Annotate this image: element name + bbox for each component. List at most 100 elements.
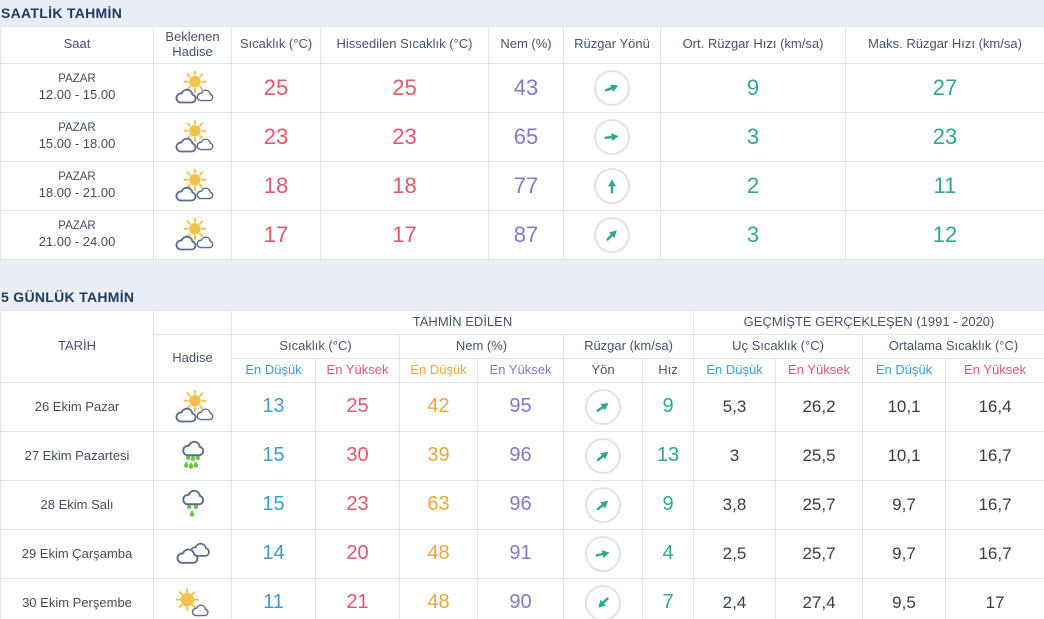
temperature-value: 23 [231, 111, 321, 162]
partly-cloudy-icon [170, 218, 216, 251]
wind-speed-value: 9 [642, 381, 694, 432]
temperature-value: 25 [231, 62, 321, 113]
cloudy-icon [170, 537, 216, 570]
avg-wind-value: 9 [660, 62, 846, 113]
temperature-value: 17 [231, 209, 321, 260]
weather-icon-cell [153, 577, 232, 619]
average-min-value: 9,7 [862, 528, 946, 579]
avg-wind-value: 3 [660, 111, 846, 162]
time-range-label: 15.00 - 18.00 [38, 135, 116, 151]
wind-direction-cell [563, 430, 643, 481]
daily-row: 27 Ekim Pazartesi 15 30 39 96 13 3 25,5 … [0, 430, 1044, 481]
column-header-tarih: TARİH [0, 309, 154, 383]
time-range-label: 21.00 - 24.00 [38, 233, 116, 249]
average-max-value: 16,7 [944, 430, 1044, 481]
column-header-avg-min: En Düşük [862, 357, 946, 383]
temp-min-value: 13 [231, 381, 316, 432]
column-header-beklenen-hadise: Beklenen Hadise [153, 26, 232, 64]
time-range-label: 12.00 - 15.00 [38, 86, 116, 102]
extreme-max-value: 25,7 [775, 479, 863, 530]
date-cell: 30 Ekim Perşembe [0, 577, 154, 619]
average-min-value: 10,1 [862, 381, 946, 432]
weather-icon-cell [153, 528, 232, 579]
temp-max-value: 20 [315, 528, 400, 579]
extreme-min-value: 2,4 [693, 577, 776, 619]
avg-wind-value: 3 [660, 209, 846, 260]
wind-direction-cell [563, 209, 661, 260]
hourly-table-header: Saat Beklenen Hadise Sıcaklık (°C) Hisse… [0, 26, 1044, 64]
wind-direction-icon [594, 167, 630, 204]
max-wind-value: 12 [845, 209, 1044, 260]
light-rain-icon [170, 488, 216, 521]
wind-direction-icon [585, 584, 621, 619]
humidity-max-value: 90 [477, 577, 564, 619]
temp-max-value: 30 [315, 430, 400, 481]
wind-direction-icon [585, 486, 621, 523]
feels-like-value: 23 [320, 111, 489, 162]
hourly-row: PAZAR 12.00 - 15.00 25 25 43 9 27 [0, 62, 1044, 113]
wind-direction-icon [594, 216, 630, 253]
partly-cloudy-icon [170, 120, 216, 153]
wind-speed-value: 9 [642, 479, 694, 530]
wind-speed-value: 4 [642, 528, 694, 579]
column-header-hum-min: En Düşük [399, 357, 478, 383]
daily-forecast-section: 5 GÜNLÜK TAHMİN TARİH TAHMİN EDİLEN GEÇM… [0, 284, 1044, 619]
partly-cloudy-icon [170, 71, 216, 104]
rainy-icon [170, 439, 216, 472]
column-header-ext-max: En Yüksek [775, 357, 863, 383]
column-header-yon: Yön [563, 357, 643, 383]
column-header-nem: Nem (%) [488, 26, 564, 64]
temp-min-value: 11 [231, 577, 316, 619]
weather-icon-cell [153, 111, 232, 162]
hourly-forecast-section: SAATLİK TAHMİN Saat Beklenen Hadise Sıca… [0, 0, 1044, 260]
humidity-max-value: 95 [477, 381, 564, 432]
average-min-value: 9,5 [862, 577, 946, 619]
column-header-hissedilen-sicaklik: Hissedilen Sıcaklık (°C) [320, 26, 489, 64]
humidity-min-value: 42 [399, 381, 478, 432]
humidity-min-value: 39 [399, 430, 478, 481]
wind-direction-cell [563, 111, 661, 162]
humidity-max-value: 96 [477, 430, 564, 481]
weather-icon-cell [153, 430, 232, 481]
daily-row: 26 Ekim Pazar 13 25 42 95 9 5,3 26,2 10,… [0, 381, 1044, 432]
extreme-max-value: 26,2 [775, 381, 863, 432]
day-label: PAZAR [58, 170, 96, 183]
group-header-gecmiste-gerceklesen: GEÇMİŞTE GERÇEKLEŞEN (1991 - 2020) [692, 309, 1044, 335]
hourly-row: PAZAR 18.00 - 21.00 18 18 77 2 11 [0, 160, 1044, 211]
daily-row: 28 Ekim Salı 15 23 63 96 9 3,8 25,7 9,7 … [0, 479, 1044, 530]
group-header-ortalama-sicaklik: Ortalama Sıcaklık (°C) [861, 333, 1044, 359]
wind-direction-cell [563, 577, 643, 619]
feels-like-value: 17 [320, 209, 489, 260]
wind-direction-cell [563, 479, 643, 530]
group-header-tahmin-edilen: TAHMİN EDİLEN [231, 309, 694, 335]
empty-header-cell [153, 309, 232, 335]
partly-cloudy-icon [170, 169, 216, 202]
humidity-value: 77 [488, 160, 564, 211]
hourly-row: PAZAR 15.00 - 18.00 23 23 65 3 23 [0, 111, 1044, 162]
weather-icon-cell [153, 160, 232, 211]
day-label: PAZAR [58, 219, 96, 232]
hourly-forecast-title: SAATLİK TAHMİN [1, 5, 123, 21]
time-range-cell: PAZAR 18.00 - 21.00 [0, 160, 154, 211]
temp-min-value: 15 [231, 479, 316, 530]
column-header-temp-max: En Yüksek [315, 357, 400, 383]
humidity-min-value: 48 [399, 577, 478, 619]
average-max-value: 16,4 [944, 381, 1044, 432]
partly-cloudy-icon [170, 390, 216, 423]
wind-direction-cell [563, 528, 643, 579]
daily-row: 30 Ekim Perşembe 11 21 48 90 7 2,4 27,4 … [0, 577, 1044, 619]
weather-icon-cell [153, 479, 232, 530]
column-header-ruzgar-yonu: Rüzgar Yönü [563, 26, 661, 64]
temp-max-value: 21 [315, 577, 400, 619]
weather-icon-cell [153, 209, 232, 260]
column-header-sicaklik: Sıcaklık (°C) [231, 26, 321, 64]
column-header-avg-max: En Yüksek [944, 357, 1044, 383]
extreme-max-value: 25,7 [775, 528, 863, 579]
average-min-value: 9,7 [862, 479, 946, 530]
wind-speed-value: 7 [642, 577, 694, 619]
day-label: PAZAR [58, 72, 96, 85]
humidity-value: 43 [488, 62, 564, 113]
daily-forecast-table: TARİH TAHMİN EDİLEN GEÇMİŞTE GERÇEKLEŞEN… [0, 309, 1044, 619]
day-label: PAZAR [58, 121, 96, 134]
